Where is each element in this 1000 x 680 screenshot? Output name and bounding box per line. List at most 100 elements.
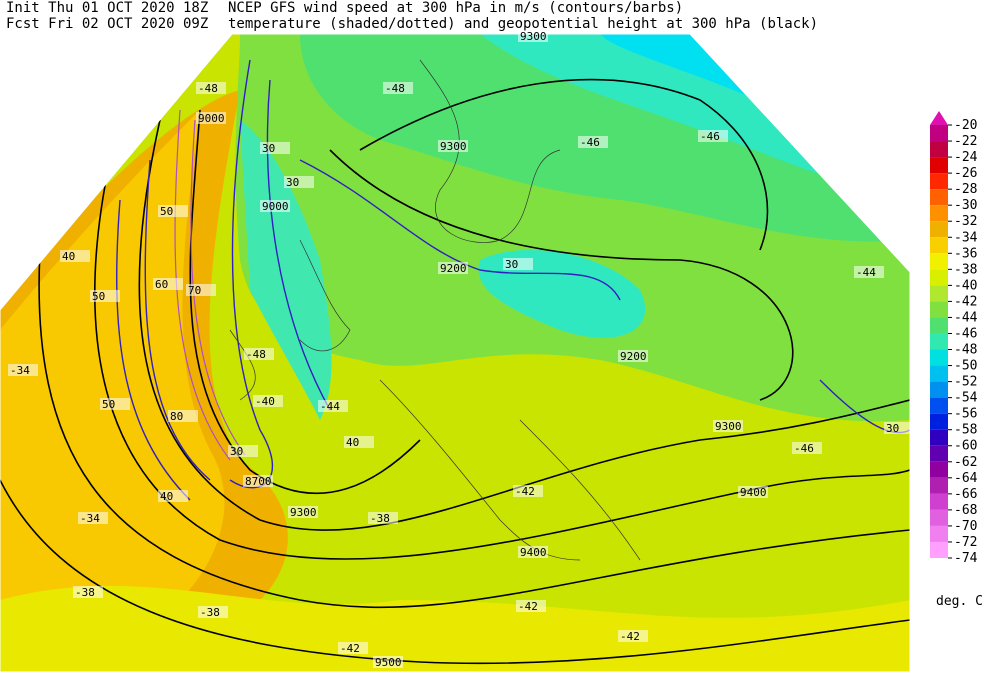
colorbar-swatch <box>930 365 948 382</box>
temp-label: -42 <box>340 642 360 655</box>
colorbar-label: -24 <box>954 150 978 165</box>
temp-label: -40 <box>255 395 275 408</box>
temp-label: -34 <box>10 364 30 377</box>
temp-label-bg <box>198 606 228 618</box>
colorbar-swatch <box>930 253 948 270</box>
temp-label-bg <box>698 130 728 142</box>
colorbar-label: -40 <box>954 278 977 293</box>
height-label: 9200 <box>620 350 647 363</box>
wind-label: 40 <box>160 490 173 503</box>
wind-label: 60 <box>155 278 168 291</box>
colorbar-swatch <box>930 333 948 350</box>
colorbar-label: -74 <box>954 551 978 566</box>
colorbar-swatch <box>930 397 948 414</box>
temp-label-bg <box>8 364 38 376</box>
colorbar-label: -62 <box>954 455 977 470</box>
init-time: Init Thu 01 OCT 2020 18Z <box>6 0 208 16</box>
colorbar-label: -36 <box>954 246 977 261</box>
height-label: 9500 <box>375 656 402 669</box>
wind-label: 40 <box>62 250 75 263</box>
height-label: 9400 <box>740 486 767 499</box>
height-label: 9000 <box>198 112 225 125</box>
height-label-bg <box>373 656 403 668</box>
height-label-bg <box>738 486 768 498</box>
temp-label: -38 <box>75 586 95 599</box>
colorbar-swatch <box>930 525 948 542</box>
colorbar-swatch <box>930 173 948 190</box>
wind-label-bg <box>503 258 533 270</box>
height-label: 9400 <box>520 546 547 559</box>
temp-label-bg <box>854 266 884 278</box>
colorbar-label: -22 <box>954 134 977 149</box>
height-label: 9300 <box>520 30 547 43</box>
colorbar-unit: deg. C <box>936 594 983 609</box>
colorbar-label: -72 <box>954 535 977 550</box>
colorbar-swatch <box>930 125 948 142</box>
temp-label: -46 <box>580 136 600 149</box>
wind-label-bg <box>168 410 198 422</box>
colorbar-label: -48 <box>954 343 977 358</box>
warm-air <box>0 110 225 640</box>
height-label-bg <box>438 140 468 152</box>
height-label: 9300 <box>440 140 467 153</box>
temp-label-bg <box>253 395 283 407</box>
cold-tongue <box>240 120 332 420</box>
wind-label-bg <box>158 205 188 217</box>
temp-label: -38 <box>200 606 220 619</box>
colorbar-label: -44 <box>954 310 978 325</box>
temp-label-bg <box>383 82 413 94</box>
temp-label: -34 <box>80 512 100 525</box>
colorbar-label: -42 <box>954 294 977 309</box>
colorbar-swatch <box>930 381 948 398</box>
colorbar-label: -56 <box>954 407 977 422</box>
strong-wind-contours <box>174 109 246 461</box>
colorbar-label: -66 <box>954 487 977 502</box>
title: NCEP GFS wind speed at 300 hPa in m/s (c… <box>228 0 683 16</box>
map-area <box>0 34 910 672</box>
height-label: 8700 <box>245 475 272 488</box>
wind-label-bg <box>228 445 258 457</box>
wind-label-bg <box>60 250 90 262</box>
height-label-bg <box>518 30 548 42</box>
colorbar-swatch <box>930 269 948 286</box>
colorbar-swatch <box>930 477 948 494</box>
temp-label: -46 <box>700 130 720 143</box>
wind-label: 80 <box>170 410 183 423</box>
colorbar-swatch <box>930 429 948 446</box>
height-label: 9000 <box>262 200 289 213</box>
wind-label-bg <box>158 490 188 502</box>
wind-label: 50 <box>102 398 115 411</box>
colorbar-swatch <box>930 541 948 558</box>
subtitle: temperature (shaded/dotted) and geopoten… <box>228 16 818 32</box>
temp-label-bg <box>516 600 546 612</box>
wind-label-bg <box>344 436 374 448</box>
colorbar-label: -58 <box>954 423 977 438</box>
temp-label: -48 <box>198 82 218 95</box>
map-labels: 9000 9000 9200 9200 9300 9300 9300 9400 9400 9500… <box>8 30 914 669</box>
wind-label: 50 <box>92 290 105 303</box>
wind-label-bg <box>90 290 120 302</box>
temp-label-bg <box>792 442 822 454</box>
colorbar-label: -64 <box>954 471 978 486</box>
temp-label: -42 <box>515 485 535 498</box>
wind-label-bg <box>153 278 183 290</box>
height-label: 9300 <box>715 420 742 433</box>
temp-label-bg <box>78 512 108 524</box>
colorbar-label: -30 <box>954 198 977 213</box>
colorbar-label: -38 <box>954 262 977 277</box>
temp-label: -48 <box>246 348 266 361</box>
wind-label-bg <box>186 284 216 296</box>
colorbar-swatch <box>930 349 948 366</box>
temp-label: -42 <box>620 630 640 643</box>
colorbar-label: -32 <box>954 214 977 229</box>
temp-label: -42 <box>518 600 538 613</box>
temp-label: -48 <box>385 82 405 95</box>
temp-label: -44 <box>320 400 340 413</box>
forecast-time: Fcst Fri 02 OCT 2020 09Z <box>6 16 208 32</box>
temp-label-bg <box>244 348 274 360</box>
colorbar-swatch <box>930 221 948 238</box>
colorbar-label: -20 <box>954 118 977 133</box>
wind-label: 30 <box>286 176 299 189</box>
colorbar-label: -34 <box>954 230 978 245</box>
temp-label-bg <box>618 630 648 642</box>
